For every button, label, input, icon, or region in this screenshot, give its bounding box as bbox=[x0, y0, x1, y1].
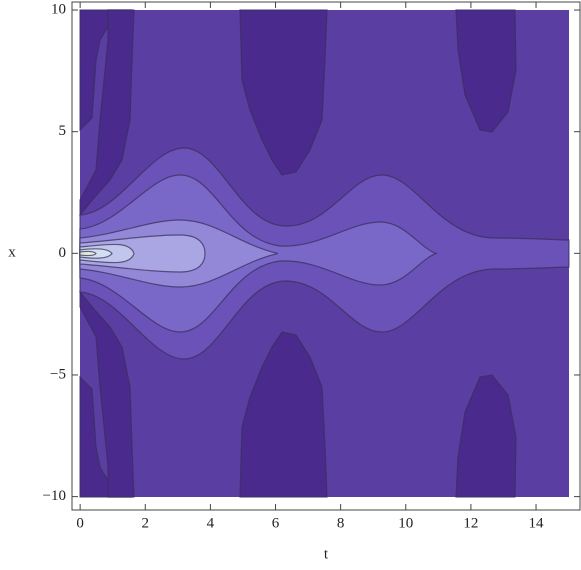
dark-region bbox=[79, 290, 135, 498]
dark-region bbox=[455, 9, 517, 133]
contour-level bbox=[79, 250, 97, 257]
dark-region bbox=[79, 9, 135, 217]
dark-region bbox=[239, 9, 328, 176]
y-axis-label: x bbox=[8, 244, 16, 260]
y-tick-label: −5 bbox=[50, 366, 66, 382]
x-tick-label: 0 bbox=[76, 515, 84, 531]
dark-region bbox=[455, 374, 517, 498]
x-tick-label: 4 bbox=[207, 515, 215, 531]
y-tick-label: 5 bbox=[59, 123, 67, 139]
plot-frame bbox=[71, 1, 581, 511]
dark-region bbox=[239, 331, 328, 498]
x-tick-label: 2 bbox=[142, 515, 150, 531]
x-tick-label: 14 bbox=[529, 515, 545, 531]
y-tick-label: 0 bbox=[59, 245, 67, 261]
contour-field bbox=[79, 9, 570, 498]
x-tick-label: 12 bbox=[463, 515, 478, 531]
y-tick-label: −10 bbox=[43, 488, 66, 504]
x-tick-label: 10 bbox=[398, 515, 413, 531]
y-tick-label: 10 bbox=[51, 1, 66, 17]
x-axis-label: t bbox=[324, 546, 329, 562]
x-tick-label: 6 bbox=[272, 515, 280, 531]
x-tick-label: 8 bbox=[337, 515, 345, 531]
